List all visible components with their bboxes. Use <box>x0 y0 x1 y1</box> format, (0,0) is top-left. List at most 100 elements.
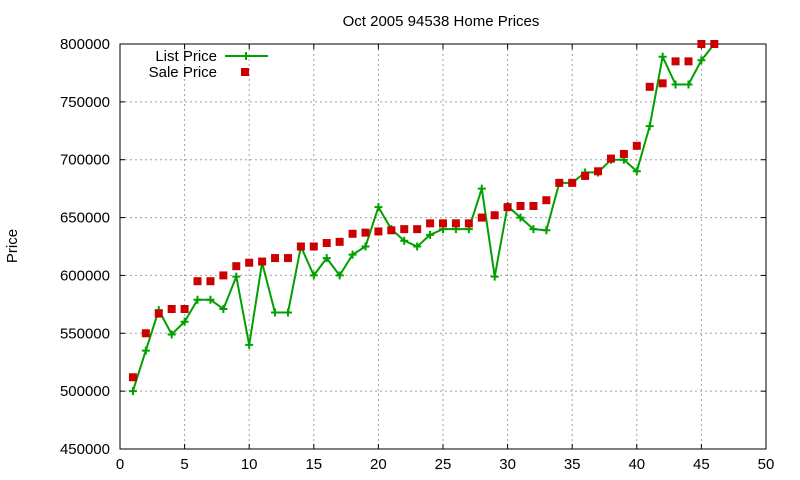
y-tick-label: 700000 <box>60 152 110 169</box>
sale-price-point <box>374 227 383 236</box>
sale-price-point <box>542 196 551 205</box>
list-price-point <box>516 213 525 222</box>
sale-price-point <box>141 329 150 338</box>
y-axis-label: Price <box>4 229 21 263</box>
sale-price-point <box>361 228 370 237</box>
list-price-point <box>141 346 150 355</box>
sale-price-point <box>128 373 137 382</box>
legend-label-sale-price: Sale Price <box>149 64 217 81</box>
list-price-point <box>128 387 137 396</box>
list-price-point <box>348 250 357 259</box>
sale-price-point <box>568 178 577 187</box>
x-tick-label: 40 <box>628 456 645 473</box>
list-price-point <box>219 304 228 313</box>
sale-price-point <box>658 79 667 88</box>
y-tick-label: 750000 <box>60 94 110 111</box>
y-tick-label: 500000 <box>60 383 110 400</box>
list-price-point <box>309 271 318 280</box>
list-price-point <box>697 56 706 65</box>
plot-frame <box>119 43 767 450</box>
list-price-point <box>426 230 435 239</box>
list-price-point <box>180 317 189 326</box>
sale-price-point <box>581 171 590 180</box>
list-price-point <box>271 308 280 317</box>
x-tick-label: 15 <box>305 456 322 473</box>
list-price-point <box>245 340 254 349</box>
sale-price-point <box>219 271 228 280</box>
list-price-point <box>206 295 215 304</box>
x-tick-label: 50 <box>758 456 775 473</box>
sale-price-point <box>296 242 305 251</box>
axis-ticks: 0 5 10 15 20 25 30 35 40 45 50 450000 500000 550000 60… <box>60 36 774 473</box>
x-tick-label: 30 <box>499 456 516 473</box>
sale-price-point <box>193 277 202 286</box>
sale-price-point <box>348 229 357 238</box>
x-tick-label: 0 <box>116 456 124 473</box>
list-price-point <box>167 330 176 339</box>
legend: List Price Sale Price <box>149 48 268 81</box>
x-tick-label: 35 <box>564 456 581 473</box>
sale-price-point <box>245 258 254 267</box>
sale-price-point <box>258 257 267 266</box>
sale-price-point <box>490 211 499 220</box>
sale-price-point <box>477 213 486 222</box>
sale-price-point <box>697 40 706 48</box>
sale-price-point <box>322 239 331 248</box>
sale-price-point <box>167 304 176 313</box>
sale-price-point <box>710 40 719 48</box>
sale-price-point <box>529 202 538 210</box>
y-tick-label: 650000 <box>60 210 110 227</box>
list-price-point <box>645 122 654 131</box>
list-price-point <box>542 226 551 235</box>
x-tick-label: 10 <box>241 456 258 473</box>
sale-price-point <box>387 226 396 235</box>
sale-price-point <box>413 225 422 234</box>
legend-marker-list-price <box>242 52 250 60</box>
x-tick-label: 5 <box>180 456 188 473</box>
legend-label-list-price: List Price <box>155 48 217 65</box>
list-price-point <box>529 225 538 234</box>
sale-price-point <box>632 141 641 150</box>
list-price-point <box>374 203 383 212</box>
list-price-point <box>671 80 680 89</box>
sale-price-point <box>684 57 693 66</box>
sale-price-point <box>594 167 603 176</box>
sale-price-point <box>619 149 628 158</box>
x-tick-label: 25 <box>435 456 452 473</box>
sale-price-point <box>671 57 680 66</box>
list-price-point <box>684 80 693 89</box>
series <box>128 40 719 396</box>
list-price-line <box>131 43 716 392</box>
y-tick-label: 600000 <box>60 267 110 284</box>
legend-swatch-sale-price <box>241 68 249 76</box>
sale-price-point <box>451 219 460 228</box>
list-price-point <box>413 242 422 251</box>
list-price-point <box>632 167 641 176</box>
list-price-point <box>322 254 331 263</box>
sale-price-point <box>516 202 525 210</box>
chart-title: Oct 2005 94538 Home Prices <box>343 13 540 30</box>
list-price-point <box>335 271 344 280</box>
grid <box>120 44 766 449</box>
list-price-point <box>283 308 292 317</box>
sale-price-point <box>439 219 447 228</box>
sale-price-point <box>154 309 163 318</box>
sale-price-point <box>555 178 564 187</box>
sale-price-point <box>206 277 215 286</box>
list-price-point <box>658 52 667 61</box>
y-tick-label: 450000 <box>60 441 110 458</box>
sale-price-point <box>335 237 344 246</box>
list-price-point <box>232 272 241 281</box>
sale-price-point <box>503 203 512 212</box>
list-price-point <box>477 184 486 193</box>
sale-price-point <box>464 219 473 228</box>
x-tick-label: 45 <box>693 456 710 473</box>
sale-price-point <box>400 225 409 234</box>
y-tick-label: 550000 <box>60 325 110 342</box>
sale-price-point <box>232 262 241 271</box>
list-price-point <box>400 236 409 245</box>
list-price-point <box>490 272 499 281</box>
list-price-point <box>193 295 202 304</box>
sale-price-point <box>645 82 654 91</box>
